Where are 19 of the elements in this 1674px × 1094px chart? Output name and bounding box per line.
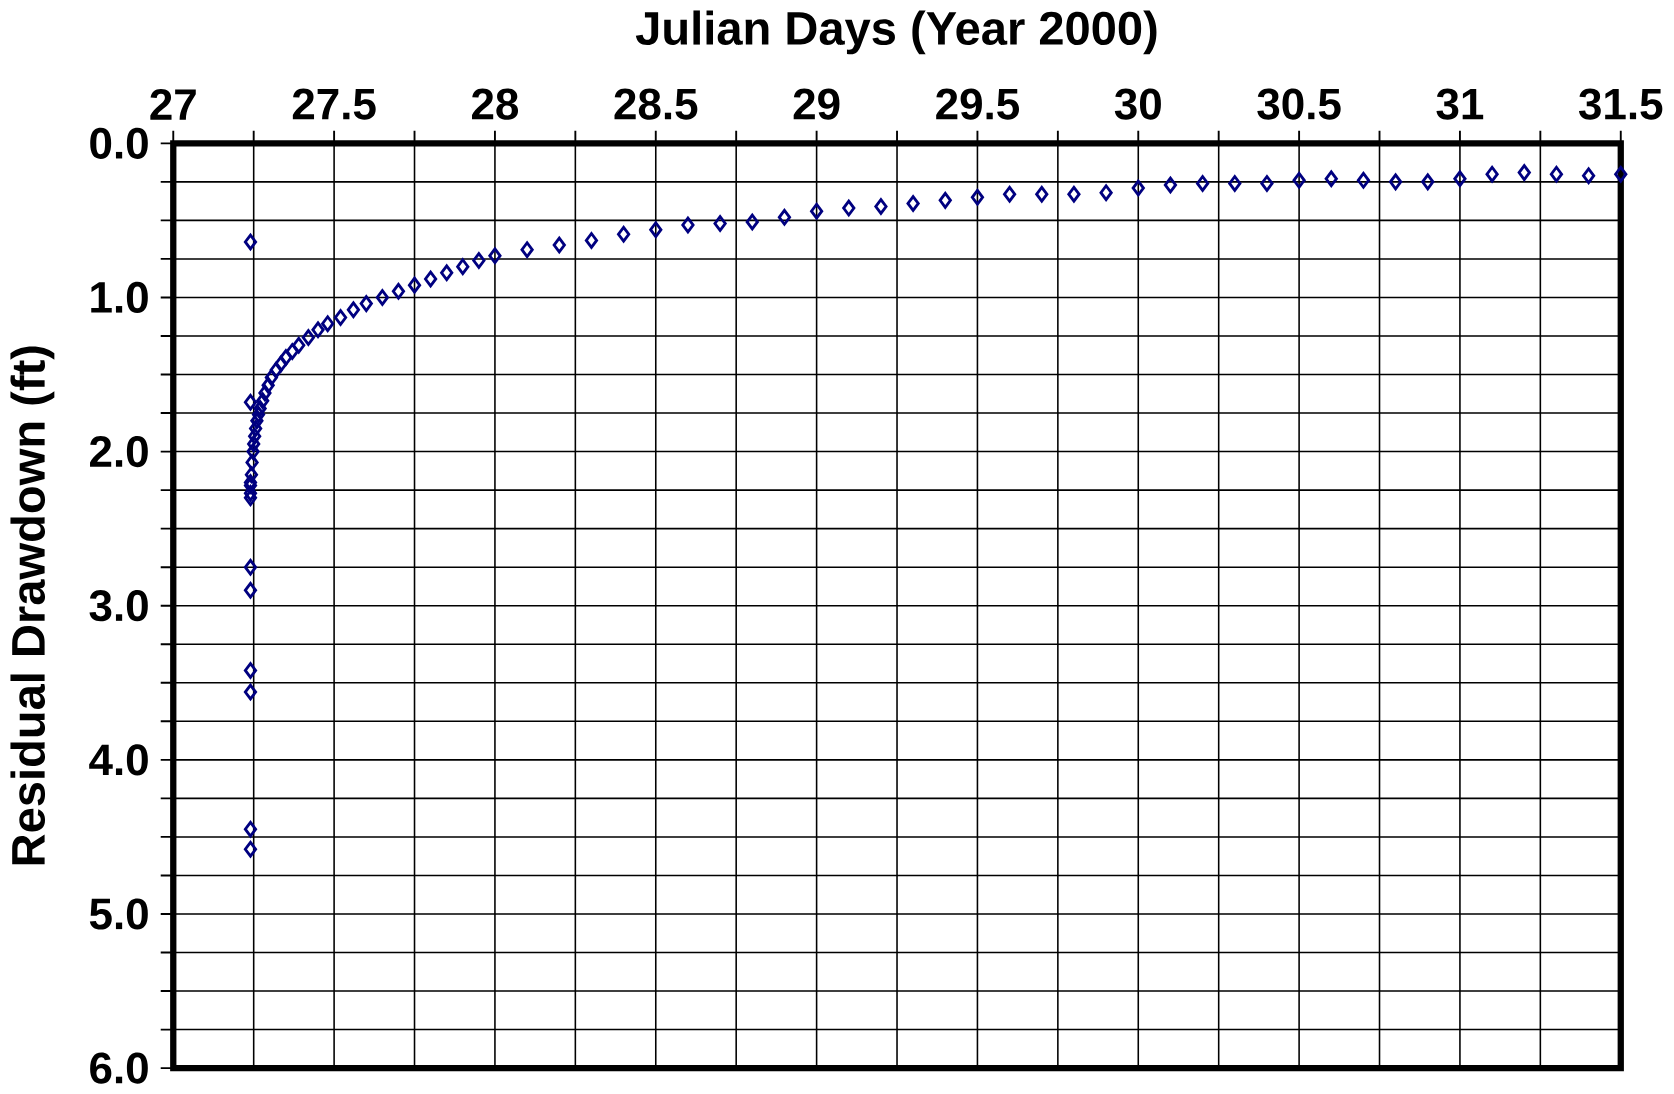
x-tick-label: 28 bbox=[472, 88, 519, 120]
y-tick-label: 6.0 bbox=[90, 1052, 148, 1084]
y-tick-label: 0.0 bbox=[90, 127, 148, 159]
x-tick-label: 31 bbox=[1436, 88, 1484, 120]
x-tick-label: 27.5 bbox=[292, 88, 376, 120]
x-tick-label: 29.5 bbox=[936, 88, 1020, 120]
x-tick-label: 28.5 bbox=[614, 88, 698, 120]
x-tick-label: 27 bbox=[150, 88, 196, 120]
x-axis-title: Julian Days (Year 2000) bbox=[635, 10, 1157, 55]
x-tick-label: 30 bbox=[1114, 88, 1161, 120]
y-tick-label: 2.0 bbox=[90, 435, 148, 468]
y-tick-label: 4.0 bbox=[89, 744, 148, 776]
y-tick-label: 5.0 bbox=[89, 898, 148, 930]
x-tick-label: 30.5 bbox=[1257, 88, 1341, 120]
x-tick-label: 29 bbox=[793, 88, 840, 120]
y-axis-title: Residual Drawdown (ft) bbox=[10, 346, 55, 865]
y-tick-label: 3.0 bbox=[89, 590, 148, 622]
y-tick-label: 1.0 bbox=[91, 281, 148, 313]
x-tick-label: 31.5 bbox=[1578, 88, 1663, 120]
